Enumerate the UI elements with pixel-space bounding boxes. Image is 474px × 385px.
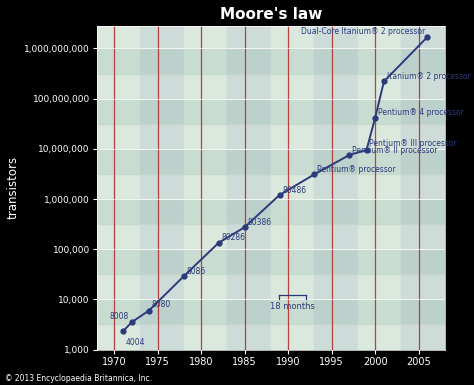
Bar <box>97 99 445 124</box>
Bar <box>97 174 445 199</box>
Text: Pentium® processor: Pentium® processor <box>317 165 396 174</box>
Bar <box>97 26 140 350</box>
Text: 80486: 80486 <box>282 186 306 194</box>
Bar <box>97 224 445 249</box>
Bar <box>445 26 474 350</box>
Bar <box>97 23 445 49</box>
Bar <box>358 26 401 350</box>
Text: Pentium® II processor: Pentium® II processor <box>352 146 437 155</box>
Bar <box>97 325 445 350</box>
Title: Moore's law: Moore's law <box>219 7 322 22</box>
Bar <box>314 26 358 350</box>
Bar <box>271 26 314 350</box>
Bar <box>97 300 445 325</box>
Bar <box>97 199 445 224</box>
Bar <box>97 274 445 300</box>
Text: Itanium® 2 processor: Itanium® 2 processor <box>386 72 470 81</box>
Text: Pentium® 4 processor: Pentium® 4 processor <box>378 108 464 117</box>
Text: © 2013 Encyclopaedia Britannica, Inc.: © 2013 Encyclopaedia Britannica, Inc. <box>5 374 152 383</box>
Bar <box>97 149 445 174</box>
Text: Dual-Core Itanium® 2 processor: Dual-Core Itanium® 2 processor <box>301 27 425 37</box>
Y-axis label: transistors: transistors <box>7 156 20 219</box>
Bar <box>228 26 271 350</box>
Text: 80286: 80286 <box>221 233 245 242</box>
Text: 18 months: 18 months <box>270 302 315 311</box>
Text: 8008: 8008 <box>110 312 129 321</box>
Bar <box>97 249 445 274</box>
Text: 80386: 80386 <box>247 218 272 227</box>
Text: 8080: 8080 <box>152 300 171 309</box>
Bar <box>401 26 445 350</box>
Text: 4004: 4004 <box>126 338 145 347</box>
Text: Pentium® III processor: Pentium® III processor <box>369 139 457 149</box>
Bar <box>97 124 445 149</box>
Bar <box>97 74 445 99</box>
Bar <box>184 26 228 350</box>
Bar <box>140 26 184 350</box>
Bar <box>97 49 445 74</box>
Text: 8086: 8086 <box>186 267 206 276</box>
